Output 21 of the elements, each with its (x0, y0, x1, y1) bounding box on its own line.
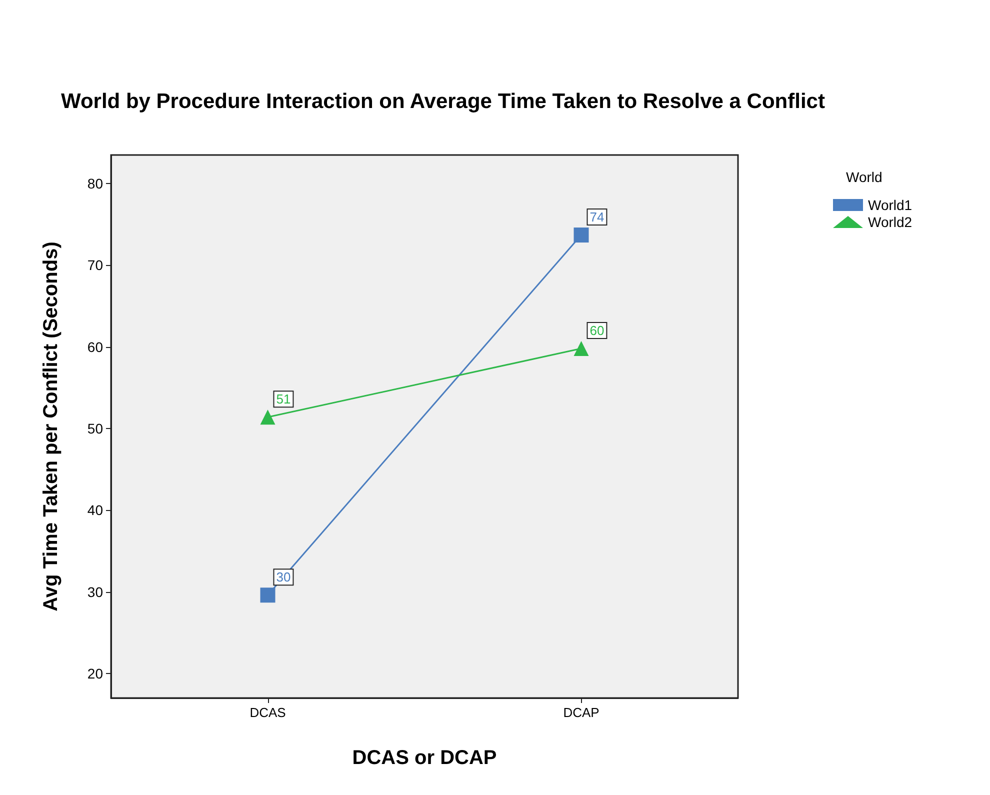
y-tick-label: 60 (87, 338, 104, 355)
x-axis-title: DCAS or DCAP (352, 747, 497, 769)
y-tick-label: 80 (87, 176, 104, 192)
data-label: 60 (590, 323, 604, 338)
data-label: 74 (590, 210, 604, 225)
legend-title: World (846, 169, 882, 185)
y-tick-label: 40 (87, 502, 104, 518)
x-tick-label: DCAS (250, 705, 286, 720)
data-label: 30 (276, 570, 291, 585)
y-tick-label: 50 (87, 420, 104, 437)
y-axis-title: Avg Time Taken per Conflict (Seconds) (40, 242, 62, 612)
data-label: 51 (276, 392, 291, 407)
y-tick-label: 20 (87, 666, 104, 682)
point (260, 588, 276, 603)
y-tick-label: 30 (87, 584, 104, 600)
point (574, 228, 589, 243)
legend-label: World1 (868, 197, 912, 213)
x-tick-label: DCAP (563, 705, 600, 720)
y-tick-label: 70 (87, 257, 104, 274)
chart-title: World by Procedure Interaction on Average Time Taken to Resolve a Conflict (61, 90, 825, 113)
legend-label: World2 (868, 214, 912, 230)
